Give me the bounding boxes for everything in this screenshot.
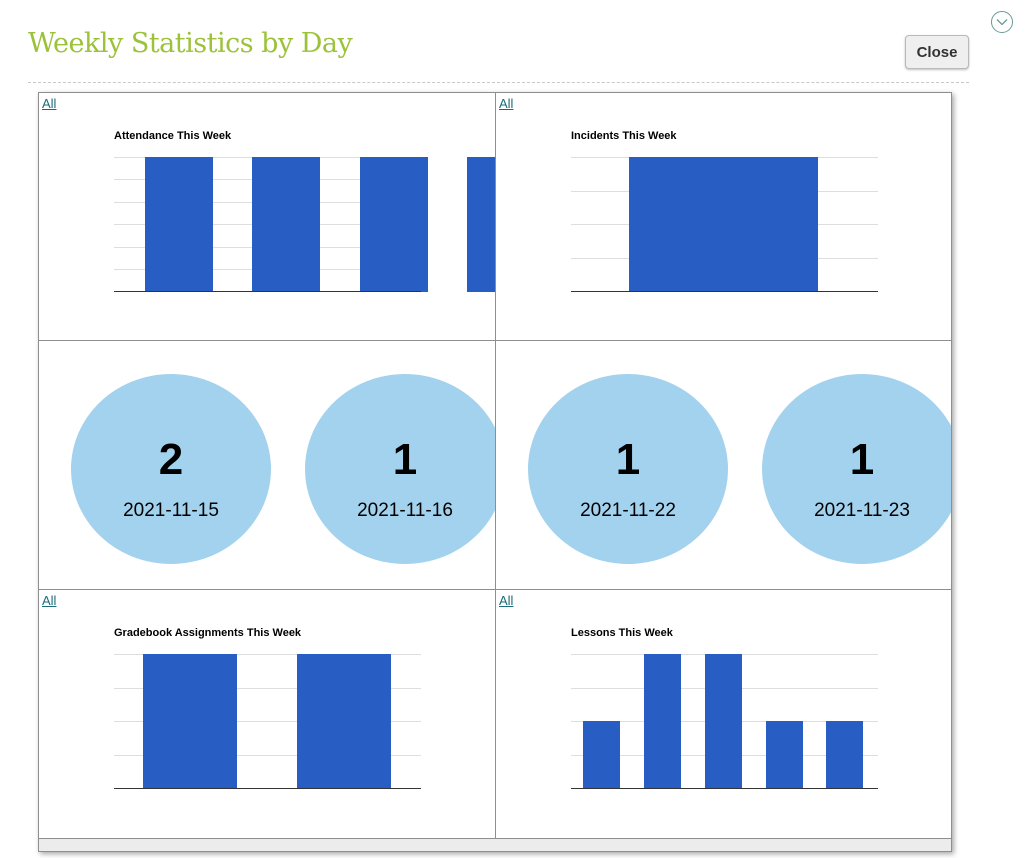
attendance-all-link[interactable]: All: [42, 96, 57, 111]
next-row-strip: [39, 839, 951, 851]
incidents-chart-title: Incidents This Week: [571, 130, 677, 142]
stat-count: 1: [392, 435, 418, 484]
incidents-all-link[interactable]: All: [499, 96, 514, 111]
chart-bar[interactable]: [766, 721, 803, 789]
dialog-title: Weekly Statistics by Day: [28, 28, 353, 59]
lessons-panel: All Lessons This Week: [496, 590, 951, 839]
gradebook-chart-title: Gradebook Assignments This Week: [114, 627, 302, 639]
lessons-chart-title: Lessons This Week: [571, 627, 673, 639]
incidents-panel: All Incidents This Week: [496, 93, 951, 341]
x-axis-line: [114, 291, 421, 292]
chart-bar[interactable]: [297, 654, 391, 789]
daily-stats-panel-left: 2 2021-11-15 1 2021-11-16: [39, 341, 496, 590]
gridline: [114, 654, 421, 655]
chart-bar[interactable]: [145, 157, 213, 292]
stat-count: 1: [849, 435, 875, 484]
stat-count: 2: [158, 435, 184, 484]
gradebook-chart: [114, 654, 421, 789]
lessons-all-link[interactable]: All: [499, 593, 514, 608]
close-button[interactable]: Close: [905, 35, 969, 69]
gradebook-panel: All Gradebook Assignments This Week: [39, 590, 496, 839]
attendance-panel: All Attendance This Week: [39, 93, 496, 341]
stat-bubble: 1 2021-11-22: [528, 374, 728, 564]
stat-bubble: 1 2021-11-16: [305, 374, 495, 564]
gridline: [114, 688, 421, 689]
chart-bar[interactable]: [705, 654, 742, 789]
gridline: [114, 721, 421, 722]
lessons-chart: [571, 654, 878, 789]
dashboard-grid: All Attendance This Week All Incidents T…: [38, 92, 952, 852]
incidents-chart: [571, 157, 878, 292]
stat-date: 2021-11-23: [814, 500, 910, 521]
stat-bubble: 2 2021-11-15: [71, 374, 271, 564]
x-axis-line: [114, 788, 421, 789]
stat-date: 2021-11-22: [580, 500, 676, 521]
x-axis-line: [571, 291, 878, 292]
chart-bar[interactable]: [467, 157, 495, 292]
x-axis-line: [571, 788, 878, 789]
gridline: [114, 755, 421, 756]
chevron-down-icon: [996, 19, 1008, 26]
attendance-chart-title: Attendance This Week: [114, 130, 232, 142]
collapse-button[interactable]: [991, 11, 1013, 33]
stat-count: 1: [615, 435, 641, 484]
gradebook-all-link[interactable]: All: [42, 593, 57, 608]
chart-bar[interactable]: [583, 721, 620, 789]
title-divider: [28, 82, 969, 83]
stat-bubble: 1 2021-11-23: [762, 374, 951, 564]
chart-bar[interactable]: [826, 721, 863, 789]
stat-date: 2021-11-16: [357, 500, 453, 521]
chart-bar[interactable]: [629, 157, 818, 292]
daily-stats-panel-right: 1 2021-11-22 1 2021-11-23: [496, 341, 951, 590]
chart-bar[interactable]: [143, 654, 237, 789]
chart-bar[interactable]: [644, 654, 681, 789]
attendance-chart: [114, 157, 495, 292]
chart-bar[interactable]: [360, 157, 428, 292]
chart-bar[interactable]: [252, 157, 320, 292]
stat-date: 2021-11-15: [123, 500, 219, 521]
